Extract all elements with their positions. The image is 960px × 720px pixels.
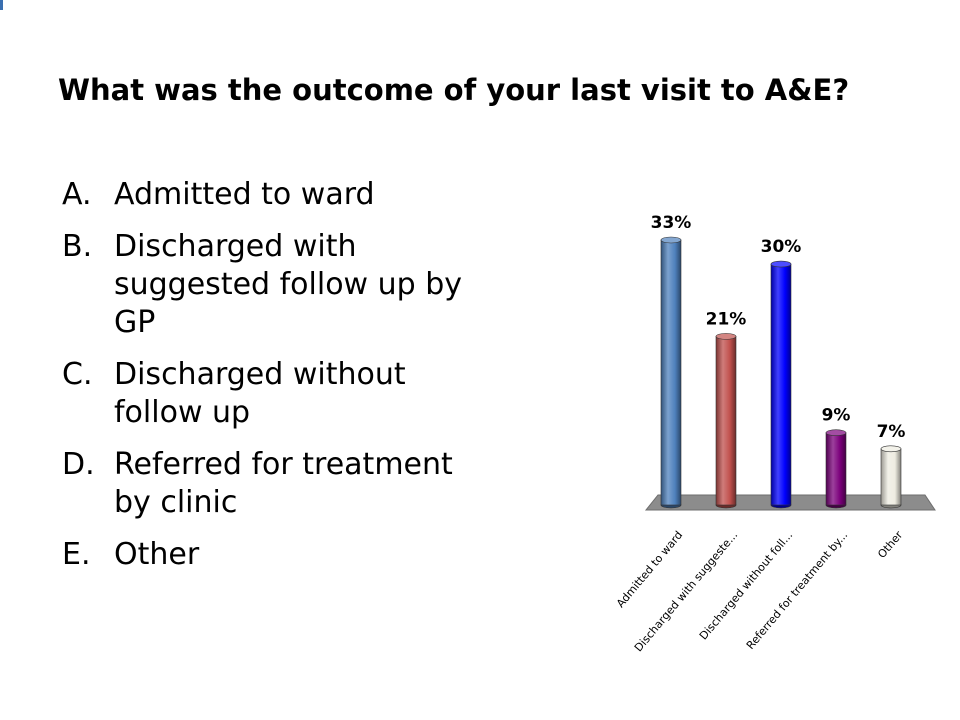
bar-1 [660,236,682,509]
data-label: 7% [877,422,906,442]
category-label: Referred for treatment by... [744,529,850,652]
bar-top [715,333,737,340]
data-label: 33% [651,213,692,233]
bar-4 [825,429,847,509]
option-letter: D. [62,447,95,482]
option-text: Referred for treatment by clinic [114,447,453,520]
bar-labels: 33% 21% 30% 9% 7% [651,213,906,442]
option-a: A. Admitted to ward [62,176,482,214]
bar-3 [770,260,792,509]
bar-2 [715,333,737,509]
bar-top [880,445,902,453]
data-label: 21% [706,309,747,329]
bar-body [660,239,682,506]
category-label: Discharged with suggeste... [632,529,740,655]
page-title: What was the outcome of your last visit … [58,73,850,107]
option-text: Admitted to ward [114,177,375,212]
option-letter: C. [62,357,93,392]
option-e: E. Other [62,536,482,574]
option-letter: E. [62,537,91,572]
option-text: Discharged with suggested follow up by G… [114,229,463,340]
answer-options: A. Admitted to ward B. Discharged with s… [62,176,482,588]
data-label: 30% [761,237,802,257]
bar-top [770,260,792,268]
bar-top [660,236,682,244]
option-letter: A. [62,177,92,212]
bar-body [880,448,902,506]
bars [660,236,902,509]
bar-body [825,432,847,506]
option-letter: B. [62,229,93,264]
category-label: Discharged without foll... [697,529,795,643]
slide-corner-mark [0,0,3,10]
bar-body [770,263,792,506]
option-d: D. Referred for treatment by clinic [62,446,482,522]
bar-top [825,429,847,437]
category-label: Other [875,528,905,561]
data-label: 9% [822,406,851,426]
bar-body [715,336,737,506]
option-text: Discharged without follow up [114,357,406,430]
option-text: Other [114,537,200,572]
bar-chart: 33% 21% 30% 9% 7% Admitted to wardDischarged… [614,213,936,654]
option-b: B. Discharged with suggested follow up b… [62,228,482,342]
option-c: C. Discharged without follow up [62,356,482,432]
bar-5 [880,445,902,509]
